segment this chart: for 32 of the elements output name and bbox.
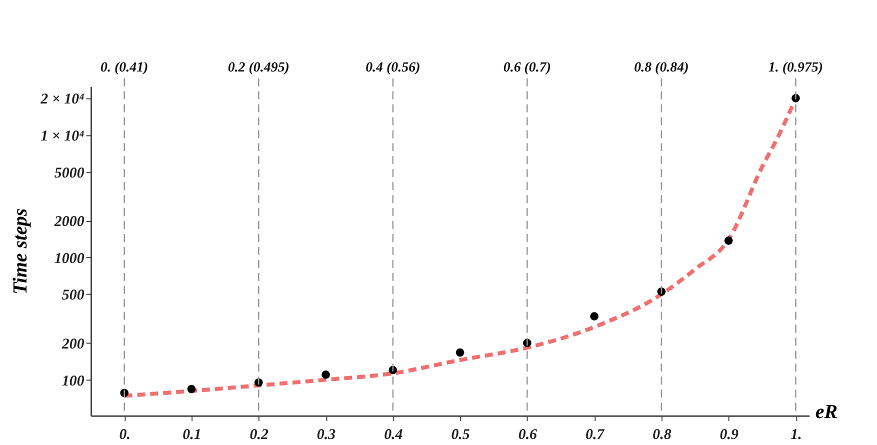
x-tick-label: 0.5 <box>451 427 470 444</box>
point <box>187 384 196 394</box>
x-tick-label: 0.6 <box>518 427 538 444</box>
ref-line-label: 1. (0.975) <box>768 60 824 76</box>
point <box>724 236 733 245</box>
ref-line-label: 0.6 (0.7) <box>503 60 552 76</box>
x-axis-title: eR <box>815 401 838 424</box>
x-tick-label: 1. <box>790 427 802 444</box>
y-tick-label: 200 <box>60 336 85 352</box>
y-tick-label: 500 <box>62 288 85 304</box>
y-tick-label: 2000 <box>53 214 85 230</box>
y-axis-title: Time steps <box>10 208 32 295</box>
ref-line-label: 0.8 (0.84) <box>634 60 689 76</box>
ref-line-label: 0.4 (0.56) <box>366 60 420 76</box>
point <box>322 370 330 379</box>
point <box>456 348 464 357</box>
y-tick-label: 5000 <box>54 165 85 182</box>
x-tick-label: 0.4 <box>384 427 404 444</box>
x-tick-label: 0.3 <box>316 427 336 444</box>
y-tick-label: 1 × 10⁴ <box>40 128 84 145</box>
x-tick-label: 0. <box>119 427 130 444</box>
y-tick-label: 2 × 10⁴ <box>40 92 84 108</box>
x-tick-label: 0.1 <box>182 427 202 444</box>
x-tick-label: 0.7 <box>585 427 605 444</box>
ref-line-label: 0.2 (0.495) <box>228 60 290 76</box>
x-tick-label: 0.9 <box>720 427 739 444</box>
point <box>590 312 598 320</box>
ref-line-label: 0. (0.41) <box>100 60 148 76</box>
y-tick-label: 1000 <box>54 250 85 267</box>
x-tick-label: 0.8 <box>652 427 672 444</box>
x-tick-label: 0.2 <box>250 427 269 444</box>
y-tick-label: 100 <box>62 373 85 390</box>
